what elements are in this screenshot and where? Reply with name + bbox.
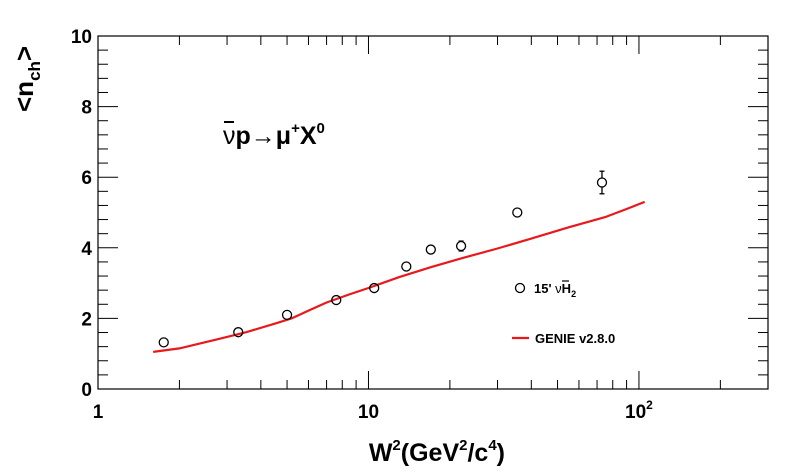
x-tick-label: 10 (358, 402, 379, 423)
x-axis-title: W2(GeV2/c4) (369, 437, 505, 467)
x-tick-label: 102 (625, 398, 653, 423)
svg-text:νp→μ+X0: νp→μ+X0 (223, 120, 325, 150)
legend-label-data-main: H (562, 281, 571, 296)
data-point (401, 261, 412, 272)
svg-text:15' νH2: 15' νH2 (534, 281, 576, 299)
series-line-genie (153, 200, 646, 353)
y-axis-title-sub: ch (25, 61, 44, 81)
plot-frame (97, 35, 769, 390)
x-axis-title-mid2: /c (467, 439, 488, 467)
x-tick-label-text: 10 (358, 402, 379, 423)
data-point (158, 337, 169, 348)
process-annotation: νp→μ+X0 (223, 120, 325, 150)
legend-label-data-prefix: 15' (534, 281, 555, 296)
data-point (596, 177, 608, 188)
y-tick-label: 2 (81, 309, 92, 330)
data-point (455, 240, 467, 252)
data-point (369, 282, 380, 294)
y-tick-label: 8 (81, 98, 92, 119)
x-tick-label-text: 1 (93, 402, 104, 423)
data-point (331, 294, 342, 306)
x-tick-label-text: 10 (625, 402, 646, 423)
x-tick-labels: 1 10 102 (93, 398, 653, 423)
x-tick-label: 1 (93, 402, 104, 423)
data-point (233, 327, 244, 338)
annotation-nu: ν (223, 122, 236, 150)
y-ticks (98, 35, 768, 390)
data-point (425, 244, 436, 255)
y-tick-label: 0 (81, 380, 92, 401)
legend-label-genie: GENIE v2.8.0 (535, 331, 615, 346)
annotation-sup-plus: + (291, 120, 300, 137)
y-tick-label: 10 (71, 27, 92, 48)
y-tick-labels: 0 2 4 6 8 10 (71, 27, 93, 401)
x-axis-title-sup3: 4 (488, 437, 497, 454)
legend-label-data-nu: ν (555, 281, 562, 296)
x-tick-label-sup: 2 (646, 398, 653, 412)
x-axis-title-base: W (369, 439, 393, 467)
y-tick-label: 4 (81, 239, 92, 260)
x-axis-title-sup1: 2 (392, 437, 400, 454)
data-point (512, 207, 523, 218)
data-points (158, 170, 608, 348)
annotation-tail: X (300, 122, 317, 150)
y-axis-title-open: <n (9, 81, 39, 112)
y-axis-title-close: > (9, 46, 39, 61)
legend-label-data-sub: 2 (571, 289, 576, 299)
annotation-sup-zero: 0 (317, 120, 325, 137)
y-tick-label: 6 (81, 168, 92, 189)
annotation-reaction: p→μ (236, 122, 292, 150)
data-point (281, 309, 293, 321)
legend: 15' νH2 GENIE v2.8.0 (512, 280, 615, 346)
x-axis-title-end: ) (497, 439, 505, 467)
x-ticks (97, 36, 769, 389)
y-axis-title: <nch> (9, 46, 44, 112)
legend-marker-data (514, 282, 526, 294)
x-axis-title-mid: (GeV (401, 439, 460, 467)
x-axis-title-sup2: 2 (459, 437, 467, 454)
